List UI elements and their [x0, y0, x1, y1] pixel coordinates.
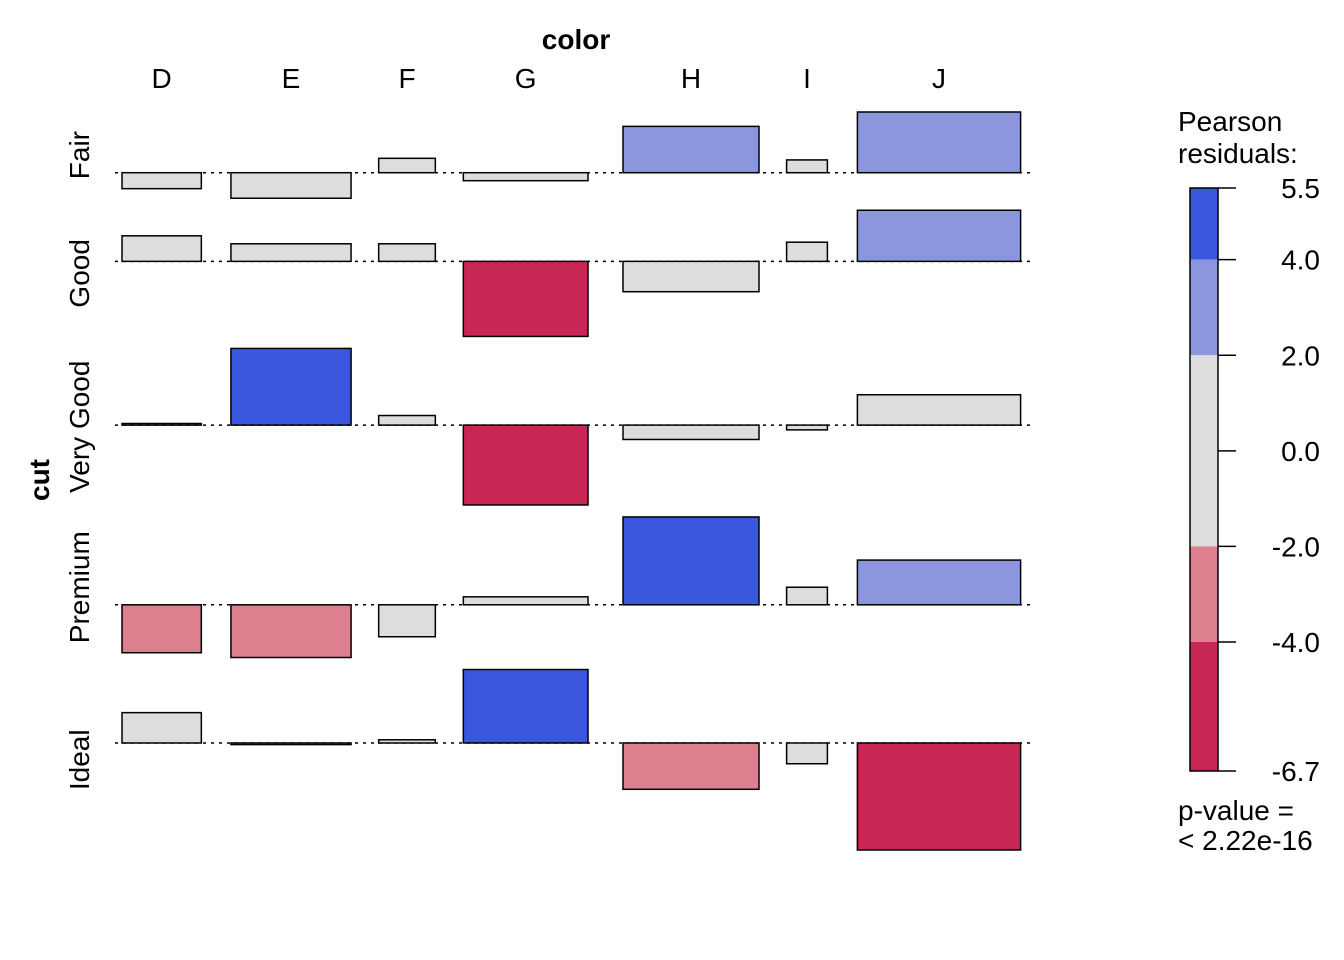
- bar-good-i: [785, 241, 829, 263]
- legend-title-line-1: Pearson: [1178, 106, 1282, 137]
- row-label-good: Good: [64, 239, 95, 308]
- row-label-very-good: Very Good: [64, 361, 95, 493]
- bar-good-g: [462, 260, 589, 338]
- legend-band-2: [1190, 355, 1218, 547]
- legend-band-4: [1190, 641, 1218, 771]
- bar-good-j: [856, 209, 1022, 263]
- bar-premium-g: [462, 596, 589, 606]
- residual-bars: [121, 111, 1022, 851]
- bar-good-d: [121, 235, 203, 263]
- legend-band-1: [1190, 259, 1218, 356]
- bar-premium-d: [121, 604, 203, 654]
- column-label-j: J: [932, 63, 946, 94]
- row-label-fair: Fair: [64, 131, 95, 179]
- bar-ideal-f: [377, 739, 437, 744]
- bar-fair-h: [622, 125, 760, 174]
- bar-very-good-e: [230, 347, 352, 426]
- legend-tick-label: -2.0: [1272, 531, 1320, 562]
- bar-fair-d: [121, 171, 203, 190]
- legend-tick-label: 4.0: [1281, 245, 1320, 276]
- legend-color-bar: [1189, 187, 1219, 772]
- bar-good-h: [622, 260, 760, 293]
- legend-ticks: 5.5 4.0 2.0 0.0 -2.0 -4.0 -6.7: [1218, 173, 1320, 787]
- bar-premium-i: [785, 586, 829, 606]
- column-label-i: I: [803, 63, 811, 94]
- bar-very-good-g: [462, 424, 589, 506]
- bar-fair-j: [856, 111, 1022, 174]
- bar-ideal-e: [230, 742, 352, 746]
- row-labels: Fair Good Very Good Premium Ideal: [64, 131, 95, 790]
- legend-band-3: [1190, 546, 1218, 642]
- bar-fair-e: [230, 171, 352, 199]
- bar-ideal-i: [785, 742, 829, 765]
- bar-premium-h: [622, 516, 760, 606]
- bar-premium-e: [230, 604, 352, 659]
- bar-very-good-f: [377, 414, 437, 426]
- p-value-label: p-value =: [1178, 795, 1294, 826]
- row-label-premium: Premium: [64, 531, 95, 643]
- column-label-d: D: [152, 63, 172, 94]
- bar-good-e: [230, 243, 352, 263]
- legend: Pearson residuals: 5.5 4.0 2.0 0.0 -2.0 -4.0 -…: [1178, 106, 1320, 856]
- column-labels: D E F G H I J: [152, 63, 946, 94]
- legend-bar-outline: [1189, 187, 1219, 772]
- bar-ideal-h: [622, 742, 760, 791]
- bar-fair-f: [377, 157, 437, 174]
- column-label-e: E: [282, 63, 301, 94]
- bar-fair-i: [785, 159, 829, 174]
- p-value: < 2.22e-16: [1178, 825, 1313, 856]
- bar-very-good-h: [622, 424, 760, 441]
- legend-tick-label: -6.7: [1272, 756, 1320, 787]
- legend-tick-label: 0.0: [1281, 436, 1320, 467]
- bar-good-f: [377, 243, 437, 263]
- bar-very-good-d: [121, 422, 203, 426]
- row-variable-title: cut: [24, 459, 55, 501]
- bar-ideal-j: [856, 742, 1022, 851]
- bar-very-good-i: [785, 424, 829, 431]
- bar-fair-g: [462, 171, 589, 182]
- legend-tick-label: 2.0: [1281, 340, 1320, 371]
- column-label-g: G: [515, 63, 537, 94]
- column-label-h: H: [681, 63, 701, 94]
- bar-premium-f: [377, 604, 437, 638]
- row-label-ideal: Ideal: [64, 729, 95, 790]
- bar-ideal-g: [462, 668, 589, 744]
- bar-premium-j: [856, 559, 1022, 606]
- column-label-f: F: [398, 63, 415, 94]
- bar-very-good-j: [856, 394, 1022, 426]
- bar-ideal-d: [121, 711, 203, 744]
- legend-band-0: [1190, 188, 1218, 260]
- legend-tick-label: 5.5: [1281, 173, 1320, 204]
- column-variable-title: color: [542, 24, 611, 55]
- legend-tick-label: -4.0: [1272, 627, 1320, 658]
- legend-title-line-2: residuals:: [1178, 138, 1298, 169]
